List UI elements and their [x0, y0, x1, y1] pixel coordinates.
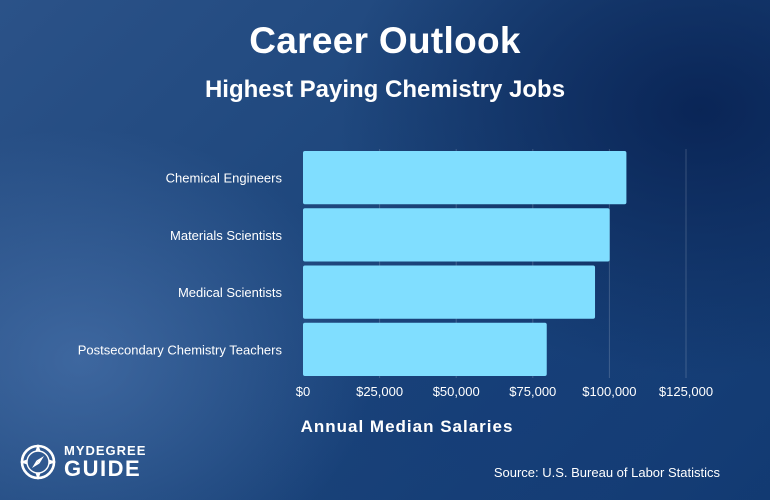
bar [303, 208, 610, 262]
x-tick-label: $0 [296, 384, 310, 399]
category-label: Postsecondary Chemistry Teachers [78, 342, 283, 357]
logo-text-bottom: GUIDE [64, 456, 142, 481]
chart-subtitle: Highest Paying Chemistry Jobs [204, 76, 566, 103]
x-tick-label: $25,000 [356, 384, 403, 399]
bar [303, 151, 627, 205]
logo-text-top: MYDEGREE [64, 443, 147, 458]
x-axis-label: Annual Median Salaries [300, 417, 514, 436]
category-label: Medical Scientists [178, 285, 283, 300]
brand-logo[interactable]: MYDEGREE GUIDE [18, 440, 146, 484]
x-tick-label: $75,000 [509, 384, 556, 399]
x-tick-label: $50,000 [433, 384, 480, 399]
chart-title: Career Outlook [249, 20, 521, 61]
x-tick-label: $125,000 [659, 384, 713, 399]
x-tick-label: $100,000 [582, 384, 636, 399]
bar [303, 265, 596, 319]
category-label: Chemical Engineers [166, 171, 283, 186]
compass-icon [20, 444, 56, 480]
source-note: Source: U.S. Bureau of Labor Statistics [493, 465, 720, 480]
bar [303, 322, 547, 376]
category-label: Materials Scientists [170, 228, 282, 243]
